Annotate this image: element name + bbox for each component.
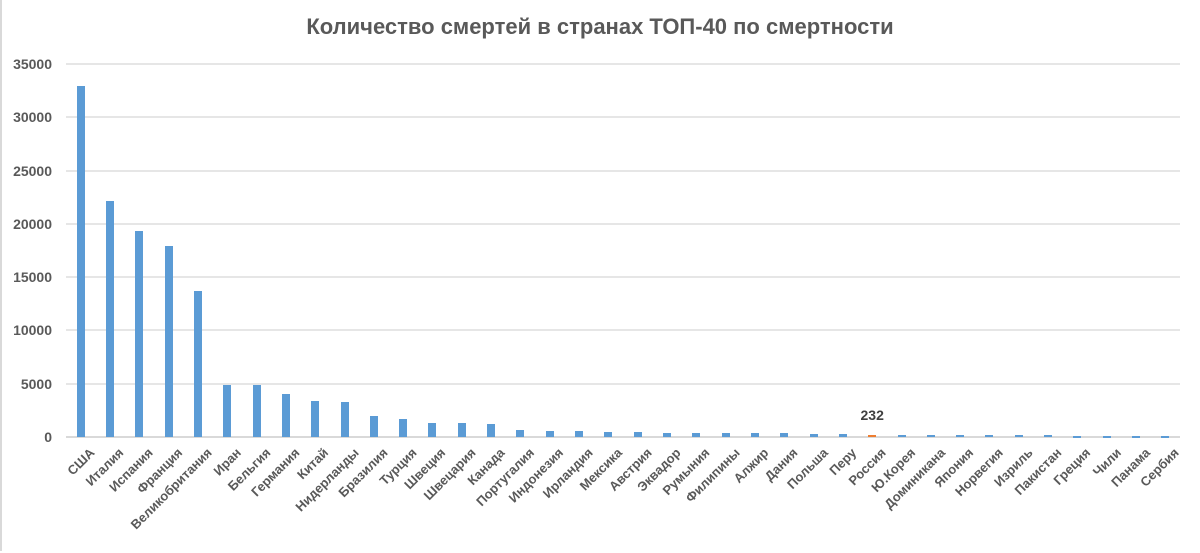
y-tick-label: 35000 [13, 56, 52, 72]
bar-30 [956, 434, 965, 437]
bar-35 [1102, 435, 1111, 438]
bar-9 [340, 401, 349, 437]
y-tick-label: 30000 [13, 109, 52, 126]
bar-34 [1073, 435, 1082, 438]
gridline [66, 222, 1180, 225]
gridline [66, 169, 1180, 172]
bar-37 [1161, 435, 1170, 438]
bar-6 [252, 385, 261, 437]
bar-19 [633, 432, 642, 437]
bar-36 [1132, 435, 1141, 438]
y-tick-label: 20000 [13, 215, 52, 232]
bar-23 [750, 433, 759, 437]
bar-24 [780, 433, 789, 437]
bar-26 [838, 434, 847, 437]
gridline [66, 329, 1180, 332]
bar-7 [281, 393, 290, 437]
bar-32 [1014, 435, 1023, 438]
chart-title: Количество смертей в странах ТОП-40 по с… [306, 14, 894, 39]
bar-29 [926, 434, 935, 437]
bar-15 [516, 430, 525, 437]
x-axis-line [66, 436, 1180, 438]
bar-21 [692, 432, 701, 437]
gridline [66, 63, 1180, 65]
bar-33 [1044, 435, 1053, 438]
gridline [66, 116, 1180, 119]
bar-8 [311, 401, 320, 437]
y-tick-label: 10000 [13, 322, 52, 339]
gridline [66, 276, 1180, 279]
bar-16 [545, 431, 554, 437]
bar-14 [487, 423, 496, 437]
bar-25 [809, 433, 818, 437]
bar-27 [868, 434, 877, 437]
bar-10 [369, 416, 378, 437]
gridline [66, 382, 1180, 385]
bar-3 [164, 246, 173, 437]
bar-13 [457, 423, 466, 437]
bar-20 [662, 432, 671, 437]
bar-11 [399, 419, 408, 437]
bar-5 [223, 385, 232, 437]
bar-2 [135, 231, 144, 437]
bar-28 [897, 434, 906, 437]
bar-0 [76, 86, 85, 437]
bar-31 [985, 435, 994, 438]
y-tick-label: 0 [44, 429, 52, 445]
y-tick-label: 5000 [20, 375, 52, 392]
bar-4 [193, 290, 202, 437]
bar-18 [604, 431, 613, 437]
y-tick-label: 15000 [13, 269, 52, 286]
bar-22 [721, 433, 730, 437]
bar-12 [428, 422, 437, 437]
y-tick-label: 25000 [13, 162, 52, 179]
bar-1 [105, 200, 114, 437]
bar-17 [575, 431, 584, 437]
data-label: 232 [860, 406, 884, 423]
